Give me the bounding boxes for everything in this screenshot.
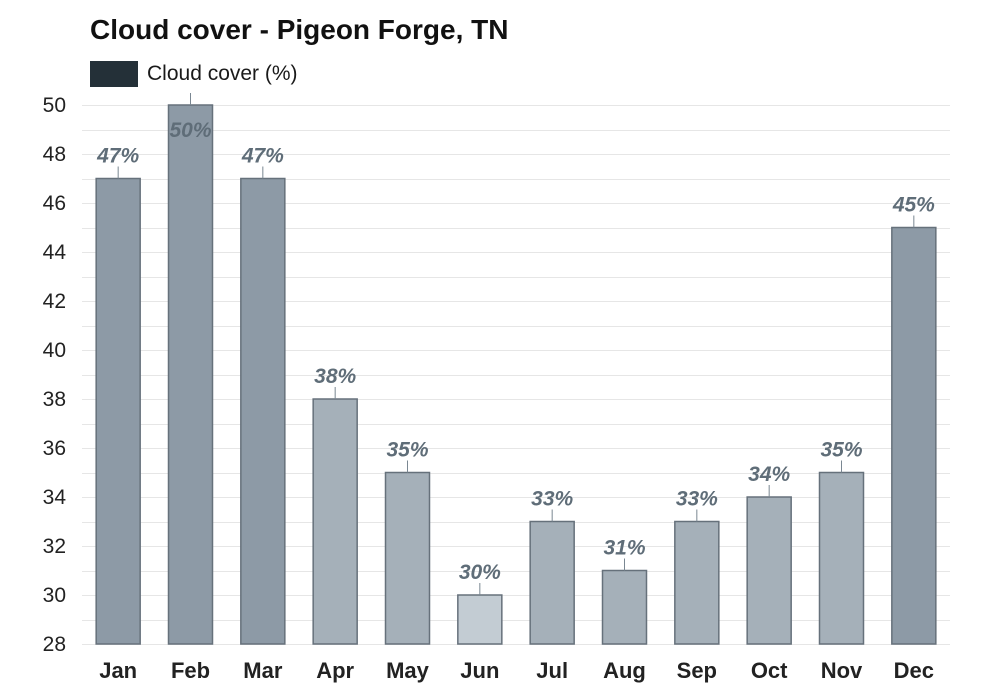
y-tick-label: 30: [43, 584, 66, 607]
y-tick-label: 42: [43, 290, 66, 313]
x-tick-label-mar: Mar: [243, 658, 283, 683]
data-label-oct: 34%: [748, 463, 790, 486]
y-tick-label: 34: [43, 486, 67, 509]
x-tick-label-nov: Nov: [821, 658, 863, 683]
data-label-jul: 33%: [531, 488, 573, 511]
y-tick-label: 48: [43, 143, 66, 166]
x-tick-label-sep: Sep: [677, 658, 717, 683]
legend: Cloud cover (%): [90, 61, 298, 87]
bar-jan: [95, 177, 141, 645]
y-tick-label: 50: [43, 94, 66, 117]
bar-apr: [312, 398, 358, 645]
x-tick-label-may: May: [386, 658, 430, 683]
legend-swatch: [90, 61, 138, 87]
bar-jul: [529, 520, 575, 645]
bars-layer: [95, 104, 937, 645]
data-label-feb: 50%: [169, 119, 211, 142]
data-labels: 47% 50% 47% 38% 35% 30% 33% 31% 33% 34% 35% 45%: [96, 93, 935, 595]
y-tick-label: 40: [43, 339, 66, 362]
x-tick-label-feb: Feb: [171, 658, 210, 683]
bar-nov: [818, 471, 865, 645]
data-label-sep: 33%: [676, 488, 718, 511]
x-tick-label-jul: Jul: [536, 658, 568, 683]
bar-may: [384, 471, 431, 645]
x-tick-label-apr: Apr: [316, 658, 354, 683]
x-tick-label-jan: Jan: [99, 658, 137, 683]
data-label-jan: 47%: [96, 145, 139, 168]
y-tick-labels: 28 30 32 34 36 38 40 42 44 46 48 50: [43, 94, 67, 656]
bar-mar: [240, 177, 286, 645]
grid-layer: [82, 105, 950, 645]
bar-oct: [746, 496, 792, 645]
chart-title: Cloud cover - Pigeon Forge, TN: [90, 14, 509, 45]
y-tick-label: 44: [43, 241, 67, 264]
legend-label: Cloud cover (%): [147, 62, 298, 85]
y-tick-label: 38: [43, 388, 66, 411]
x-tick-label-dec: Dec: [894, 658, 934, 683]
data-label-aug: 31%: [603, 537, 645, 560]
x-tick-label-jun: Jun: [460, 658, 499, 683]
data-label-mar: 47%: [241, 145, 284, 168]
x-tick-label-oct: Oct: [751, 658, 788, 683]
bar-jun: [457, 594, 503, 645]
y-tick-label: 46: [43, 192, 66, 215]
y-tick-label: 32: [43, 535, 66, 558]
data-label-apr: 38%: [314, 365, 356, 388]
bar-feb: [167, 104, 214, 645]
x-tick-labels: Jan Feb Mar Apr May Jun Jul Aug Sep Oct Nov Dec: [99, 658, 934, 683]
bar-sep: [674, 520, 720, 645]
data-label-jun: 30%: [459, 561, 501, 584]
data-label-may: 35%: [386, 439, 428, 462]
y-tick-label: 36: [43, 437, 66, 460]
bar-aug: [601, 569, 648, 645]
bar-dec: [891, 226, 937, 645]
data-label-nov: 35%: [820, 439, 862, 462]
x-tick-label-aug: Aug: [603, 658, 646, 683]
data-label-dec: 45%: [892, 194, 935, 217]
y-tick-label: 28: [43, 633, 66, 656]
